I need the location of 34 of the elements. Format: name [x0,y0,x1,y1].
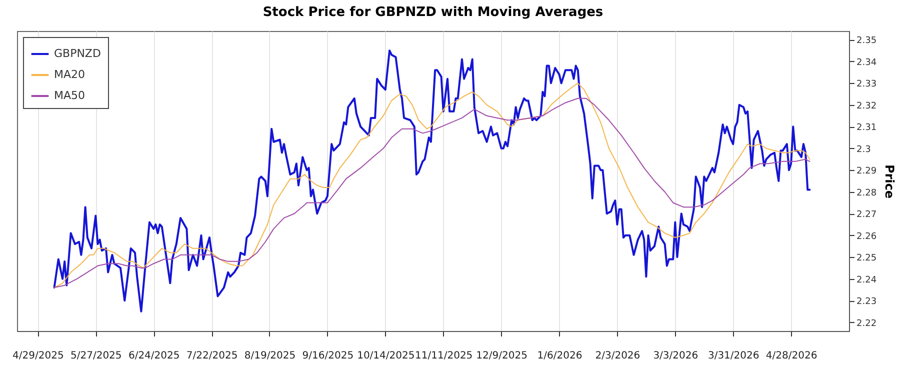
x-tick-label: 8/19/2025 [244,350,296,362]
y-tick-label: 2.26 [856,232,877,242]
x-tick-label: 11/11/2025 [415,350,473,362]
y-tick-label: 2.27 [856,210,877,220]
y-tick-label: 2.3 [856,144,871,155]
legend-label: MA50 [54,89,86,102]
x-tick-label: 4/28/2026 [766,350,818,362]
y-tick-label: 2.24 [856,275,877,286]
y-tick-label: 2.25 [856,254,877,264]
line-series [53,50,811,312]
y-tick-label: 2.22 [856,318,877,329]
legend-label: MA20 [54,68,86,81]
y-tick-label: 2.34 [856,58,877,68]
y-axis-title: Price [882,164,897,199]
legend-label: GBPNZD [54,47,101,60]
y-tick-label: 2.32 [856,101,877,112]
x-tick-label: 10/14/2025 [357,350,415,362]
y-tick-label: 2.28 [856,188,877,198]
x-tick-label: 1/6/2026 [537,350,582,362]
x-tick-label: 6/24/2025 [128,350,180,362]
y-tick-label: 2.35 [856,36,877,46]
y-tick-label: 2.31 [856,123,877,134]
y-tick-label: 2.29 [856,166,877,177]
x-tick-label: 2/3/2026 [595,350,640,362]
x-tick-label: 9/16/2025 [302,350,354,362]
x-tick-label: 7/22/2025 [186,350,238,362]
x-tick-label: 3/31/2026 [708,350,760,362]
y-tick-label: 2.23 [856,297,877,308]
chart-title: Stock Price for GBPNZD with Moving Averages [262,5,604,20]
x-tick-label: 4/29/2025 [12,350,64,362]
x-tick-label: 12/9/2025 [476,350,528,362]
x-tick-label: 3/3/2026 [653,350,698,362]
y-tick-label: 2.33 [856,80,877,90]
x-tick-label: 5/27/2025 [70,350,122,362]
